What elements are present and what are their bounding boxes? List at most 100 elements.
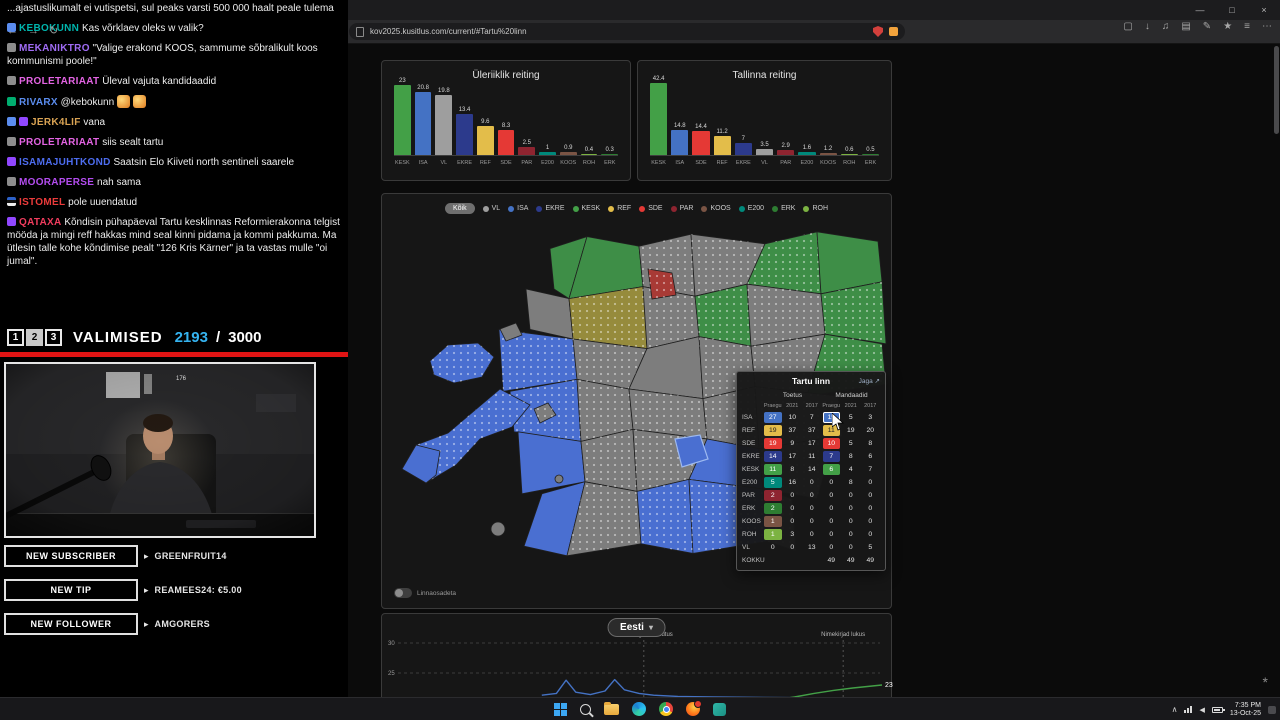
tooltip-cell: 0 (790, 492, 795, 499)
legend-item-isa[interactable]: ISA (508, 205, 528, 212)
chat-username[interactable]: MEKANIKTRO (19, 43, 90, 54)
legend-item-ref[interactable]: REF (608, 205, 631, 212)
battery-icon[interactable] (1211, 706, 1225, 713)
alert-row: NEW FOLLOWER ▸ AMGORERS (4, 613, 344, 635)
external-link-icon: ↗ (874, 378, 880, 385)
chat-username[interactable]: RIVARX (19, 97, 58, 108)
volume-icon[interactable]: ◀ (1199, 706, 1205, 714)
bar-value: 11.2 (716, 128, 728, 135)
legend-item-sde[interactable]: SDE (639, 205, 663, 212)
bar-value: 13.4 (458, 107, 471, 114)
file-explorer-icon[interactable] (604, 701, 619, 715)
bar-category-label: VL (761, 160, 768, 166)
forward-icon[interactable]: → (28, 25, 39, 37)
tooltip-cell: 0 (829, 505, 834, 512)
tray-expand-icon[interactable]: ∧ (1171, 705, 1178, 714)
region-selector-button[interactable]: Eesti ▾ (607, 618, 666, 637)
nav-buttons: ← → ↻ (7, 24, 58, 38)
bar-value: 1.6 (802, 145, 812, 152)
toolbar-icon-5[interactable]: ★ (1223, 21, 1233, 32)
chat-username[interactable]: MOORAPERSE (19, 177, 95, 188)
toolbar-icon-1[interactable]: ↓ (1144, 21, 1150, 32)
tooltip-cell: 49 (846, 557, 855, 564)
bar-column: 14.4 SDE (692, 72, 710, 166)
legend-item-ekre[interactable]: EKRE (536, 205, 565, 212)
chat-message: PROLETARIAAT Üleval vajuta kandidaadid (7, 75, 341, 88)
chat-username[interactable]: KEBOKUNN (19, 23, 80, 34)
firefox-browser-icon[interactable] (686, 700, 702, 716)
map-region[interactable] (499, 322, 523, 342)
map-region[interactable] (401, 444, 441, 484)
toolbar-icon-0[interactable]: ▢ (1123, 21, 1133, 32)
chat-username[interactable]: PROLETARIAAT (19, 137, 100, 148)
close-button[interactable]: × (1261, 5, 1267, 15)
toolbar-icon-2[interactable]: ♫ (1161, 21, 1170, 32)
bar-value: 1 (545, 144, 550, 151)
back-icon[interactable]: ← (7, 25, 18, 37)
toolbar-icon-6[interactable]: ≡ (1244, 21, 1250, 32)
chat-username[interactable]: QATAXA (19, 217, 62, 228)
map-region[interactable] (429, 342, 495, 384)
address-bar[interactable]: kov2025.kusitlus.com/current/#Tartu%20li… (349, 23, 905, 40)
chat-list: ...ajastuslikumalt ei vutispetsi, sul pe… (7, 2, 341, 275)
alerts-panel: NEW SUBSCRIBER ▸ GREENFRUIT14 NEW TIP ▸ REAME… (4, 545, 344, 647)
legend-dot-icon (572, 205, 579, 212)
taskbar: ∧ ◀ 7:35 PM 13-Oct-25 (0, 697, 1280, 720)
districts-toggle[interactable]: Linnaosadeta (394, 588, 456, 598)
chat-username[interactable]: ISTOMEL (19, 197, 66, 208)
notification-icon[interactable] (1268, 705, 1276, 714)
tooltip-group-label: Mandaadid (835, 392, 868, 399)
maximize-button[interactable]: □ (1229, 5, 1235, 15)
legend-item-vl[interactable]: VL (482, 205, 500, 212)
tooltip-cell: 7 (868, 466, 873, 473)
legend-item-par[interactable]: PAR (670, 205, 693, 212)
chat-badge-icon (19, 117, 28, 126)
toolbar-icon-7[interactable]: ⋯ (1262, 21, 1272, 32)
tooltip-party-label: EKRE (742, 453, 760, 460)
tooltip-cell: 0 (809, 505, 814, 512)
taskbar-clock[interactable]: 7:35 PM 13-Oct-25 (1230, 702, 1261, 718)
toolbar-icon-4[interactable]: ✎ (1202, 21, 1212, 32)
tooltip-party-label: KOOS (742, 518, 761, 525)
teal-app-icon[interactable] (713, 702, 726, 716)
scrollbar-thumb[interactable] (1274, 46, 1279, 134)
mouse-cursor-icon (832, 413, 844, 431)
legend-item-kesk[interactable]: KESK (572, 205, 600, 212)
legend-all-button[interactable]: Kõik (444, 203, 475, 214)
chrome-browser-icon[interactable] (659, 702, 673, 716)
chat-username[interactable]: JERK4LIF (31, 117, 81, 128)
map-region[interactable] (746, 231, 822, 295)
map-region[interactable] (647, 268, 677, 300)
map-region[interactable] (674, 434, 709, 468)
toolbar-icon-3[interactable]: ▤ (1181, 21, 1191, 32)
bar-category-label: KESK (395, 160, 410, 166)
map-island[interactable] (554, 474, 564, 484)
legend-item-roh[interactable]: ROH (803, 205, 828, 212)
bar-category-label: ROH (582, 160, 596, 166)
floating-widget-icon[interactable]: * (1262, 674, 1268, 690)
share-link[interactable]: Jaga ↗ (858, 378, 880, 385)
search-icon[interactable] (580, 703, 591, 715)
minimize-button[interactable]: — (1195, 5, 1205, 15)
edge-browser-icon[interactable] (632, 702, 646, 716)
reload-icon[interactable]: ↻ (49, 25, 59, 37)
map-region[interactable] (636, 478, 694, 554)
adblock-shield-icon[interactable] (873, 26, 883, 37)
bar-value: 14.8 (673, 122, 686, 129)
url-text[interactable]: kov2025.kusitlus.com/current/#Tartu%20li… (370, 27, 527, 36)
map-island[interactable] (490, 521, 506, 537)
region-tooltip: Tartu linn Jaga ↗ Toetus Mandaadid Praegu 2… (736, 371, 886, 571)
bar-value: 42.4 (652, 76, 665, 82)
bar-category-label: SDE (695, 160, 707, 166)
start-button-icon[interactable] (554, 702, 567, 716)
network-icon[interactable] (1184, 706, 1193, 713)
toggle-track-icon[interactable] (394, 588, 412, 598)
chat-username[interactable]: PROLETARIAAT (19, 76, 100, 87)
bar (861, 153, 880, 155)
legend-item-koos[interactable]: KOOS (701, 205, 731, 212)
chat-text: ...ajastuslikumalt ei vutispetsi, sul pe… (7, 3, 334, 14)
chat-username[interactable]: ISAMAJUHTKOND (19, 157, 111, 168)
legend-item-e200[interactable]: E200 (738, 205, 764, 212)
legend-item-erk[interactable]: ERK (772, 205, 795, 212)
extension-icon[interactable] (889, 27, 898, 36)
